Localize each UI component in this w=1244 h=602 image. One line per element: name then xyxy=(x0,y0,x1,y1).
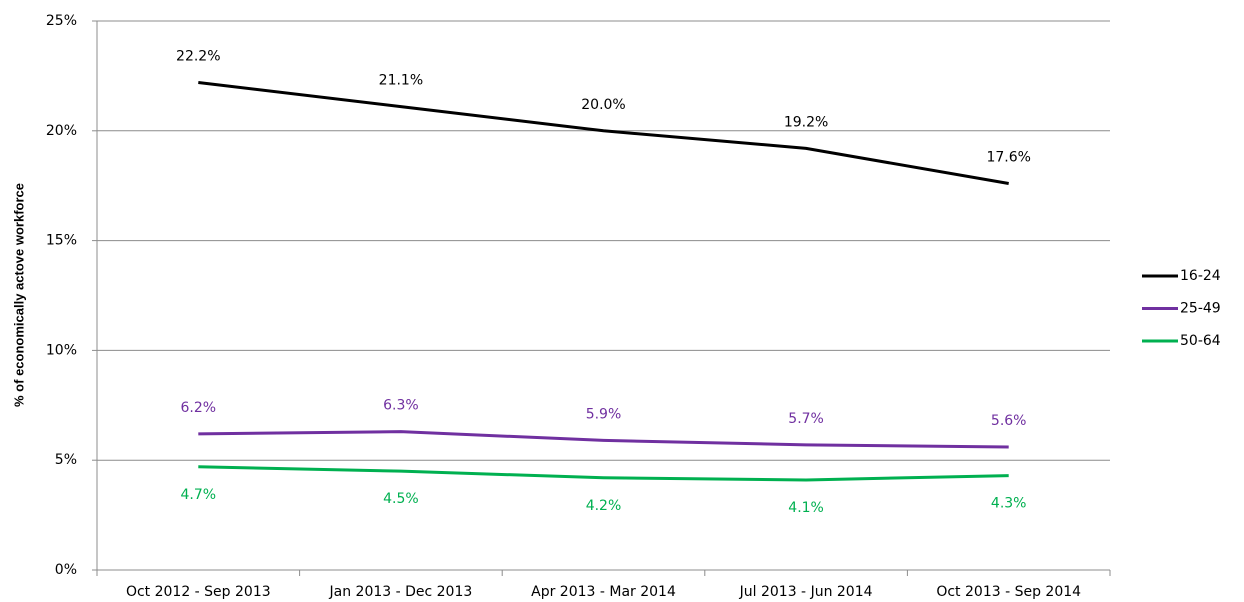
data-label: 5.6% xyxy=(991,413,1027,429)
x-tick-label: Oct 2013 - Sep 2014 xyxy=(936,584,1081,600)
data-label: 4.3% xyxy=(991,496,1027,512)
y-tick-label: 25% xyxy=(46,13,77,29)
data-label: 6.2% xyxy=(181,400,217,416)
x-tick-label: Apr 2013 - Mar 2014 xyxy=(531,584,676,600)
data-label: 22.2% xyxy=(176,48,220,64)
y-tick-label: 15% xyxy=(46,233,77,249)
y-tick-label: 5% xyxy=(55,452,77,468)
data-label: 4.2% xyxy=(586,498,622,514)
data-label: 19.2% xyxy=(784,114,828,130)
legend-label: 50-64 xyxy=(1180,333,1221,349)
y-tick-label: 20% xyxy=(46,123,77,139)
x-tick-label: Jan 2013 - Dec 2013 xyxy=(329,584,473,600)
data-label: 6.3% xyxy=(383,398,419,414)
data-label: 4.1% xyxy=(788,500,824,516)
data-label: 5.9% xyxy=(586,406,622,422)
x-tick-label: Oct 2012 - Sep 2013 xyxy=(126,584,271,600)
y-tick-label: 0% xyxy=(55,562,77,578)
legend-label: 16-24 xyxy=(1180,268,1221,284)
series-line xyxy=(198,430,1009,449)
data-label: 5.7% xyxy=(788,411,824,427)
data-label: 4.7% xyxy=(181,487,217,503)
series-line xyxy=(198,80,1009,185)
y-tick-label: 10% xyxy=(46,342,77,358)
y-axis-label: % of economically actove workforce xyxy=(11,183,26,407)
x-tick-label: Jul 2013 - Jun 2014 xyxy=(739,584,873,600)
legend-label: 25-49 xyxy=(1180,301,1221,317)
data-label: 20.0% xyxy=(581,97,625,113)
data-label: 17.6% xyxy=(986,150,1030,166)
data-label: 4.5% xyxy=(383,491,419,507)
series-line xyxy=(198,465,1009,482)
data-label: 21.1% xyxy=(379,73,423,89)
